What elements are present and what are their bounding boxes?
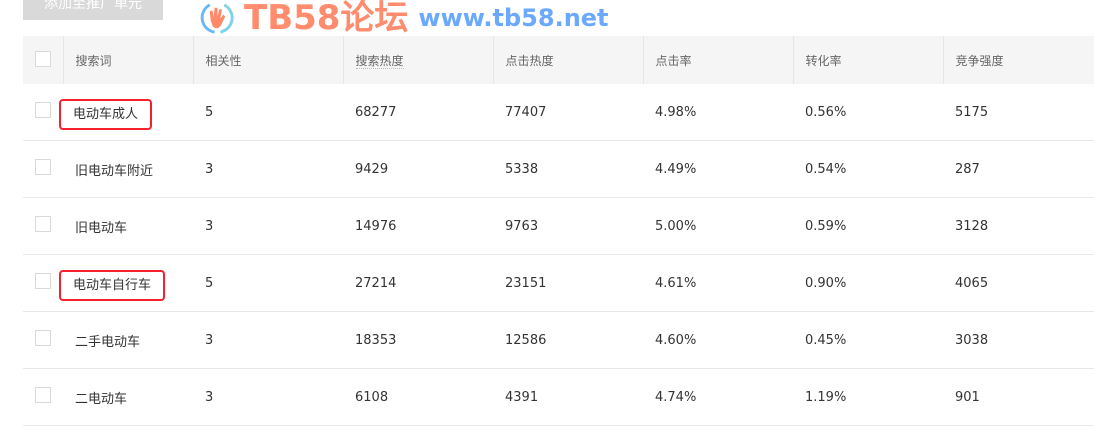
click-heat-cell: 77407 — [493, 84, 643, 141]
row-checkbox[interactable] — [35, 102, 51, 118]
header-keyword: 搜索词 — [62, 36, 193, 84]
keyword-text: 旧电动车附近 — [75, 163, 154, 179]
row-select-cell — [23, 311, 63, 369]
ctr-cell: 4.61% — [643, 254, 793, 312]
header-ctr: 点击率 — [642, 36, 793, 84]
relevance-cell: 5 — [193, 254, 343, 312]
search-heat-cell: 18353 — [343, 311, 493, 369]
competition-cell: 287 — [943, 140, 1094, 198]
keyword-text: 电动车自行车 — [58, 269, 166, 301]
row-checkbox[interactable] — [35, 159, 51, 175]
header-search-heat[interactable]: 搜索热度 — [342, 36, 493, 84]
header-click-heat: 点击热度 — [492, 36, 643, 84]
watermark: TB58论坛 www.tb58.net — [200, 0, 609, 36]
row-checkbox[interactable] — [35, 330, 51, 346]
keyword-cell: 二手电动车 — [63, 311, 193, 369]
table-row: 电动车自行车 5 27214 23151 4.61% 0.90% 4065 — [23, 254, 1094, 312]
cvr-cell: 0.54% — [793, 140, 943, 198]
cvr-cell: 0.59% — [793, 197, 943, 255]
keyword-cell: 旧电动车附近 — [63, 140, 193, 198]
table-row: 电动车成人 5 68277 77407 4.98% 0.56% 5175 — [23, 84, 1094, 141]
search-heat-cell: 9429 — [343, 140, 493, 198]
table-row: 二手电动车 3 18353 12586 4.60% 0.45% 3038 — [23, 311, 1094, 369]
table-header: 搜索词 相关性 搜索热度 点击热度 点击率 转化率 竞争强度 — [23, 36, 1094, 84]
row-select-cell — [23, 254, 63, 312]
add-to-unit-button[interactable]: 添加至推广单元 — [23, 0, 163, 20]
table-row: 旧电动车 3 14976 9763 5.00% 0.59% 3128 — [23, 197, 1094, 255]
relevance-cell: 3 — [193, 140, 343, 198]
ctr-cell: 4.49% — [643, 140, 793, 198]
relevance-cell: 3 — [193, 197, 343, 255]
keyword-cell: 旧电动车 — [63, 197, 193, 255]
click-heat-cell: 9763 — [493, 197, 643, 255]
relevance-cell: 5 — [193, 84, 343, 141]
keyword-text: 旧电动车 — [75, 220, 128, 236]
row-checkbox[interactable] — [35, 216, 51, 232]
competition-cell: 4065 — [943, 254, 1094, 312]
row-select-cell — [23, 140, 63, 198]
select-all-cell — [23, 36, 63, 84]
click-heat-cell: 23151 — [493, 254, 643, 312]
cvr-cell: 0.90% — [793, 254, 943, 312]
row-select-cell — [23, 368, 63, 426]
select-all-checkbox[interactable] — [35, 50, 51, 67]
click-heat-cell: 4391 — [493, 368, 643, 426]
row-checkbox[interactable] — [35, 387, 51, 403]
keyword-cell: 电动车成人 — [58, 84, 193, 141]
header-competition: 竞争强度 — [942, 36, 1094, 84]
ctr-cell: 4.60% — [643, 311, 793, 369]
header-cvr: 转化率 — [792, 36, 943, 84]
cvr-cell: 0.45% — [793, 311, 943, 369]
search-heat-cell: 27214 — [343, 254, 493, 312]
keyword-cell: 二电动车 — [63, 368, 193, 426]
header-search-heat-label: 搜索热度 — [355, 53, 404, 69]
ctr-cell: 4.74% — [643, 368, 793, 426]
watermark-title: TB58论坛 — [244, 0, 409, 38]
search-heat-cell: 14976 — [343, 197, 493, 255]
row-select-cell — [23, 197, 63, 255]
click-heat-cell: 5338 — [493, 140, 643, 198]
competition-cell: 3128 — [943, 197, 1094, 255]
table-row: 二电动车 3 6108 4391 4.74% 1.19% 901 — [23, 368, 1094, 426]
ctr-cell: 4.98% — [643, 84, 793, 141]
relevance-cell: 3 — [193, 311, 343, 369]
keyword-text: 电动车成人 — [58, 98, 153, 130]
cvr-cell: 0.56% — [793, 84, 943, 141]
watermark-url: www.tb58.net — [418, 4, 609, 32]
search-heat-cell: 68277 — [343, 84, 493, 141]
click-heat-cell: 12586 — [493, 311, 643, 369]
keyword-cell: 电动车自行车 — [58, 254, 193, 312]
header-relevance: 相关性 — [192, 36, 343, 84]
row-select-cell — [23, 84, 63, 141]
table-row: 旧电动车附近 3 9429 5338 4.49% 0.54% 287 — [23, 140, 1094, 198]
keyword-text: 二手电动车 — [75, 334, 141, 350]
row-checkbox[interactable] — [35, 273, 51, 289]
ctr-cell: 5.00% — [643, 197, 793, 255]
competition-cell: 3038 — [943, 311, 1094, 369]
search-heat-cell: 6108 — [343, 368, 493, 426]
competition-cell: 901 — [943, 368, 1094, 426]
keyword-table: 搜索词 相关性 搜索热度 点击热度 点击率 转化率 竞争强度 电动车成人 5 682… — [23, 36, 1094, 426]
competition-cell: 5175 — [943, 84, 1094, 141]
relevance-cell: 3 — [193, 368, 343, 426]
cvr-cell: 1.19% — [793, 368, 943, 426]
hand-logo-icon — [200, 3, 234, 34]
keyword-text: 二电动车 — [75, 391, 128, 407]
